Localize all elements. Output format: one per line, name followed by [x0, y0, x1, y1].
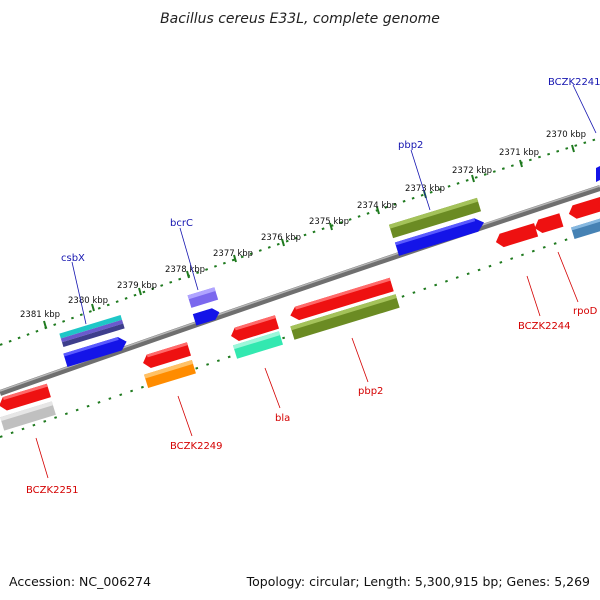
tick-label: 2380 kbp [68, 296, 108, 306]
gene-block-steel[interactable] [571, 216, 600, 240]
gene-arrow-bcrc-blue[interactable] [192, 306, 221, 326]
genome-backbone [0, 185, 600, 396]
tick-label: 2375 kbp [309, 217, 349, 227]
tick-label: 2378 kbp [165, 265, 205, 275]
tick-label: 2371 kbp [499, 148, 539, 158]
leader-line [351, 337, 369, 383]
gene-block-pbp2-upper[interactable] [388, 197, 482, 239]
gene-block-csbx[interactable] [59, 314, 125, 348]
tick-label: 2381 kbp [20, 310, 60, 320]
gene-label-csbx[interactable]: csbX [61, 253, 85, 264]
gene-block-bcrc[interactable] [187, 287, 219, 308]
tick-label: 2372 kbp [452, 166, 492, 176]
leader-line [264, 367, 281, 409]
tick-mark [376, 206, 380, 215]
leader-line [35, 437, 49, 479]
gene-arrow-csbx-blue[interactable] [63, 335, 128, 368]
gene-arrow-pbp2-upper-blue[interactable] [394, 216, 486, 256]
tick-mark [138, 287, 142, 296]
gene-arrow-rpod[interactable] [567, 195, 600, 220]
gene-block-bczk2249[interactable] [144, 359, 196, 389]
tick-label: 2379 kbp [117, 281, 157, 291]
gene-arrow-bczk2251-red[interactable] [0, 383, 51, 413]
tick-label: 2376 kbp [261, 233, 301, 243]
tick-mark [281, 238, 285, 247]
leader-line [557, 251, 579, 303]
tick-mark [43, 320, 47, 329]
gene-label-pbp2-lower[interactable]: pbp2 [358, 386, 383, 397]
tick-mark [233, 254, 237, 263]
leader-line [526, 275, 541, 317]
leader-line [71, 261, 87, 325]
leader-line [179, 227, 199, 291]
gene-label-bczk2244[interactable]: BCZK2244 [518, 321, 571, 332]
reverse-strand-genes [0, 195, 600, 431]
gene-arrow-bczk2244-b[interactable] [494, 223, 539, 249]
gene-block-bczk2251[interactable] [0, 401, 56, 431]
gene-arrow-bla-red[interactable] [229, 315, 279, 342]
tick-label: 2377 kbp [213, 249, 253, 259]
leader-line [410, 149, 431, 211]
tick-label: 2373 kbp [405, 184, 445, 194]
gene-arrow-bczk2244-a[interactable] [533, 213, 564, 235]
gene-label-bczk2241[interactable]: BCZK2241 [548, 77, 600, 88]
tick-mark [519, 159, 523, 168]
reverse-gene-labels: rpoD BCZK2244 pbp2 bla BCZK2249 BCZK2251 [26, 251, 598, 496]
gene-label-bczk2251[interactable]: BCZK2251 [26, 485, 79, 496]
gene-block-bla[interactable] [233, 331, 283, 359]
gene-block-pbp2-lower[interactable] [290, 294, 400, 340]
tick-mark [471, 174, 475, 183]
tick-mark [329, 222, 333, 231]
tick-label: 2370 kbp [546, 130, 586, 140]
gene-label-rpod[interactable]: rpoD [573, 306, 598, 317]
tick-mark [91, 303, 95, 312]
forward-gene-labels: BCZK2241 pbp2 bcrC csbX [61, 77, 600, 325]
forward-strand-genes [59, 166, 600, 368]
gene-label-pbp2-upper[interactable]: pbp2 [398, 140, 423, 151]
gene-label-bla[interactable]: bla [275, 413, 290, 424]
map-title: Bacillus cereus E33L, complete genome [160, 11, 440, 27]
gene-label-bczk2249[interactable]: BCZK2249 [170, 441, 223, 452]
gene-arrow-bczk2241[interactable] [596, 166, 600, 182]
gene-arrow-bczk2249-red[interactable] [141, 342, 191, 369]
leader-line [177, 395, 193, 437]
gene-label-bcrc[interactable]: bcrC [170, 218, 193, 229]
scale-ticks: 2370 kbp 2371 kbp 2372 kbp 2373 kbp 2374… [20, 130, 586, 329]
tick-mark [571, 144, 575, 153]
tick-label: 2374 kbp [357, 201, 397, 211]
gene-arrow-pbp2-red[interactable] [288, 277, 394, 322]
genome-summary-text: Topology: circular; Length: 5,300,915 bp… [246, 574, 590, 589]
accession-text: Accession: NC_006274 [9, 574, 152, 589]
leader-line [572, 84, 597, 134]
tick-mark [186, 270, 190, 279]
